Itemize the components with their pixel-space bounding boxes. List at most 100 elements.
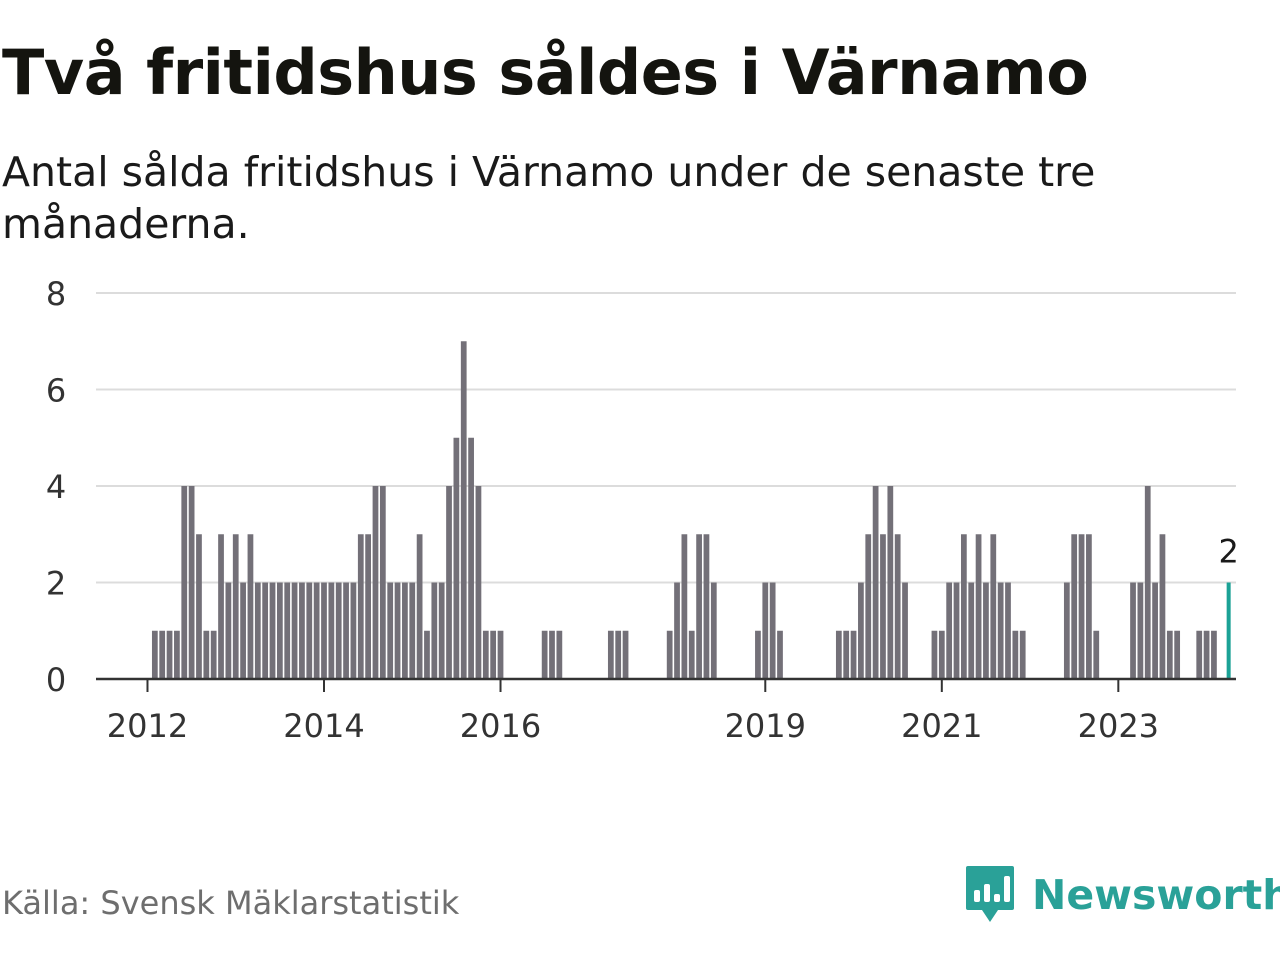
- bar: [1211, 630, 1217, 679]
- bar: [328, 582, 335, 679]
- highlight-value-label: 2: [1218, 533, 1238, 571]
- bar: [1063, 582, 1070, 679]
- bar: [887, 486, 894, 679]
- bar: [438, 582, 445, 679]
- bar: [1144, 486, 1151, 679]
- brand-name: Newsworthy: [1032, 871, 1280, 919]
- bar: [703, 534, 710, 679]
- bar: [225, 582, 232, 679]
- bar: [858, 582, 864, 679]
- bar: [475, 486, 482, 679]
- bar: [247, 534, 254, 679]
- bar: [232, 534, 239, 679]
- bar: [1071, 534, 1078, 679]
- bar: [1203, 630, 1210, 679]
- bar: [335, 582, 342, 679]
- bar: [482, 630, 489, 679]
- bar-chart: 0 2 4 6 8 2012 2014 2016 2019 2021 2023 2: [46, 275, 1239, 745]
- bar: [902, 582, 908, 679]
- bar: [983, 582, 989, 679]
- bar: [1086, 534, 1092, 679]
- x-tick-label: 2014: [283, 707, 364, 745]
- bar: [1078, 534, 1085, 679]
- bar: [1159, 534, 1166, 679]
- bar: [1152, 582, 1158, 679]
- bar: [269, 582, 276, 679]
- bar: [460, 341, 467, 679]
- bar: [453, 437, 460, 679]
- bar: [1196, 630, 1203, 679]
- bar: [1019, 630, 1026, 679]
- gridlines: [96, 292, 1236, 584]
- bar: [968, 582, 975, 679]
- bar: [894, 534, 901, 679]
- bar: [843, 630, 850, 679]
- bar: [1012, 630, 1019, 679]
- bar: [218, 534, 224, 679]
- bar: [674, 582, 680, 679]
- bar: [850, 630, 857, 679]
- bar: [615, 630, 622, 679]
- bar: [151, 630, 158, 679]
- bar: [990, 534, 997, 679]
- bar: [188, 486, 195, 679]
- y-tick-label: 8: [46, 275, 66, 313]
- bar: [181, 486, 188, 679]
- bar: [240, 582, 246, 679]
- bar: [835, 630, 842, 679]
- bar: [416, 534, 423, 679]
- bar: [777, 630, 783, 679]
- bar: [622, 630, 629, 679]
- bar: [490, 630, 497, 679]
- annotations: 2: [1218, 533, 1238, 571]
- bar: [946, 582, 953, 679]
- bar: [299, 582, 305, 679]
- x-tick-label: 2019: [725, 707, 806, 745]
- bar: [379, 486, 386, 679]
- bar: [938, 630, 945, 679]
- bar: [159, 630, 166, 679]
- bar: [931, 630, 938, 679]
- bar: [769, 582, 776, 679]
- bar: [196, 534, 202, 679]
- bar: [254, 582, 261, 679]
- bar: [541, 630, 548, 679]
- bar: [365, 534, 371, 679]
- bar: [174, 630, 180, 679]
- bar: [394, 582, 401, 679]
- bar: [710, 582, 717, 679]
- x-tick-label: 2023: [1078, 707, 1159, 745]
- bar: [872, 486, 879, 679]
- bar: [203, 630, 210, 679]
- bar: [681, 534, 688, 679]
- bar: [880, 534, 886, 679]
- bar: [755, 630, 761, 679]
- bar: [357, 534, 364, 679]
- y-tick-label: 2: [46, 565, 66, 603]
- bar: [321, 582, 327, 679]
- brand-logo: Newsworthy: [964, 864, 1280, 926]
- source-note: Källa: Svensk Mäklarstatistik: [2, 884, 460, 922]
- bar: [666, 630, 673, 679]
- bar: [1166, 630, 1173, 679]
- bar: [402, 582, 408, 679]
- y-tick-label: 4: [46, 468, 66, 506]
- x-axis-tick-labels: 2012 2014 2016 2019 2021 2023: [107, 679, 1159, 745]
- bar: [953, 582, 960, 679]
- bar: [549, 630, 555, 679]
- bar: [387, 582, 394, 679]
- bar: [1137, 582, 1144, 679]
- bar: [607, 630, 614, 679]
- bar: [556, 630, 563, 679]
- bar: [291, 582, 298, 679]
- bar: [762, 582, 769, 679]
- bar: [276, 582, 283, 679]
- bar: [1005, 582, 1011, 679]
- bar: [975, 534, 982, 679]
- bar: [166, 630, 173, 679]
- bar: [688, 630, 695, 679]
- bar: [997, 582, 1004, 679]
- chart-title: Två fritidshus såldes i Värnamo: [2, 36, 1089, 109]
- bar: [468, 437, 474, 679]
- bar: [1174, 630, 1181, 679]
